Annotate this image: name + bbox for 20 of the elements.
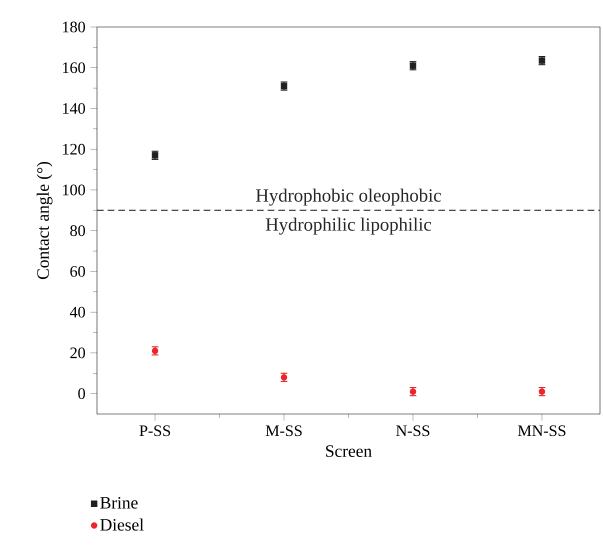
y-tick-label: 0 <box>78 388 86 400</box>
x-tick-label: N-SS <box>396 425 430 436</box>
y-tick-label: 80 <box>70 225 86 236</box>
legend-label: Diesel <box>100 518 144 531</box>
y-tick-label: 40 <box>70 306 86 318</box>
x-tick-label: M-SS <box>266 425 302 436</box>
ref-line-label: Hydrophobic oleophobic <box>256 188 441 206</box>
y-tick-label: 160 <box>63 62 86 74</box>
x-tick-label: MN-SS <box>518 425 566 436</box>
x-tick-label: P-SS <box>139 425 170 436</box>
y-tick-label: 20 <box>70 347 86 358</box>
y-tick-label: 100 <box>63 184 86 196</box>
y-tick-label: 180 <box>63 22 86 32</box>
annotation: Hydrophilic lipophilic <box>266 218 432 235</box>
y-tick-label: 60 <box>70 266 86 277</box>
legend-label: Brine <box>100 497 138 509</box>
y-tick-label: 120 <box>63 144 86 155</box>
x-axis-title: Screen <box>326 445 372 457</box>
y-tick-label: 140 <box>63 103 86 114</box>
y-axis-title: Contact angle (°) <box>36 162 52 280</box>
